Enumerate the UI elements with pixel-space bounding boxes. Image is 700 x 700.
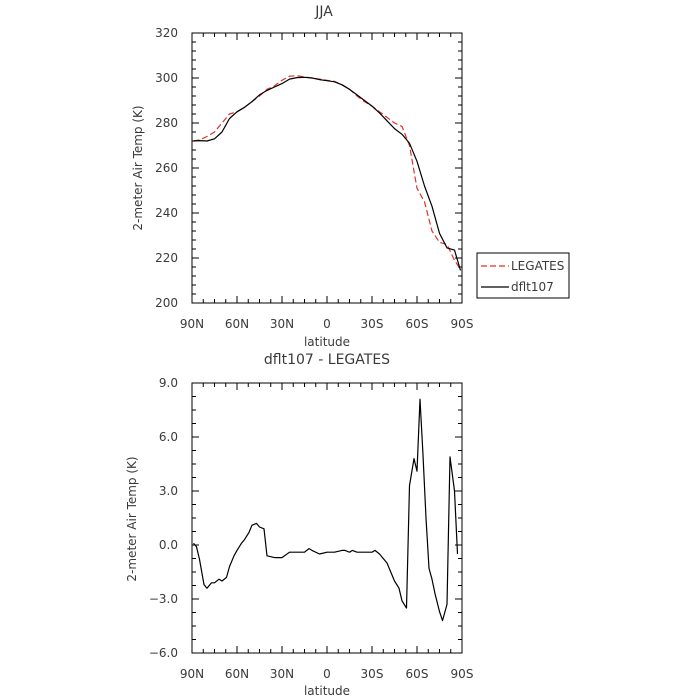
x-tick-label: 30N xyxy=(270,317,294,331)
y-tick-label: 9.0 xyxy=(159,376,178,390)
top-x-axis-label: latitude xyxy=(304,335,350,349)
legend-label-legates: LEGATES xyxy=(511,259,564,273)
y-tick-label: 240 xyxy=(155,206,178,220)
y-tick-label: 3.0 xyxy=(159,484,178,498)
bottom-y-tick-labels: −6.0 −3.0 0.0 3.0 6.0 9.0 xyxy=(149,376,178,660)
y-tick-label: 200 xyxy=(155,296,178,310)
x-tick-label: 60S xyxy=(406,317,429,331)
y-tick-label: 280 xyxy=(155,116,178,130)
top-chart-title: JJA xyxy=(314,4,333,20)
y-tick-label: 220 xyxy=(155,251,178,265)
x-tick-label: 0 xyxy=(323,667,331,681)
top-y-axis-label: 2-meter Air Temp (K) xyxy=(131,105,145,230)
top-x-tick-labels: 90N 60N 30N 0 30S 60S 90S xyxy=(180,317,474,331)
legend: LEGATES dflt107 xyxy=(476,252,570,299)
bottom-chart-title: dflt107 - LEGATES xyxy=(264,352,390,368)
y-tick-label: 300 xyxy=(155,71,178,85)
legend-label-dflt107: dflt107 xyxy=(511,280,554,294)
y-tick-label: 260 xyxy=(155,161,178,175)
y-tick-label: 0.0 xyxy=(159,538,178,552)
y-tick-label: −3.0 xyxy=(149,592,178,606)
top-plot-frame xyxy=(191,32,463,304)
series-line-difference xyxy=(193,398,459,622)
top-series xyxy=(193,75,462,271)
bottom-x-axis-label: latitude xyxy=(304,684,350,698)
x-tick-label: 60N xyxy=(225,317,249,331)
x-tick-label: 30S xyxy=(361,667,384,681)
top-ticks xyxy=(191,32,463,304)
top-y-tick-labels: 200 220 240 260 280 300 320 xyxy=(155,26,178,310)
x-tick-label: 90S xyxy=(451,667,474,681)
x-tick-label: 30S xyxy=(361,317,384,331)
bottom-panel: dflt107 - LEGATES −6.0 −3.0 0.0 3.0 6.0 9.0 9… xyxy=(125,352,473,698)
bottom-ticks xyxy=(191,382,463,654)
y-tick-label: 320 xyxy=(155,26,178,40)
bottom-x-tick-labels: 90N 60N 30N 0 30S 60S 90S xyxy=(180,667,474,681)
bottom-y-axis-label: 2-meter Air Temp (K) xyxy=(125,456,139,581)
series-line-dflt107 xyxy=(193,76,462,271)
y-tick-label: 6.0 xyxy=(159,430,178,444)
x-tick-label: 0 xyxy=(323,317,331,331)
x-tick-label: 90N xyxy=(180,667,204,681)
x-tick-label: 60N xyxy=(225,667,249,681)
top-panel: JJA 200 220 240 260 280 300 320 90N 60N 30N 0 30S 6… xyxy=(131,4,473,349)
y-tick-label: −6.0 xyxy=(149,646,178,660)
x-tick-label: 90S xyxy=(451,317,474,331)
bottom-series xyxy=(193,398,459,622)
x-tick-label: 60S xyxy=(406,667,429,681)
x-tick-label: 90N xyxy=(180,317,204,331)
legend-frame xyxy=(476,252,570,299)
x-tick-label: 30N xyxy=(270,667,294,681)
